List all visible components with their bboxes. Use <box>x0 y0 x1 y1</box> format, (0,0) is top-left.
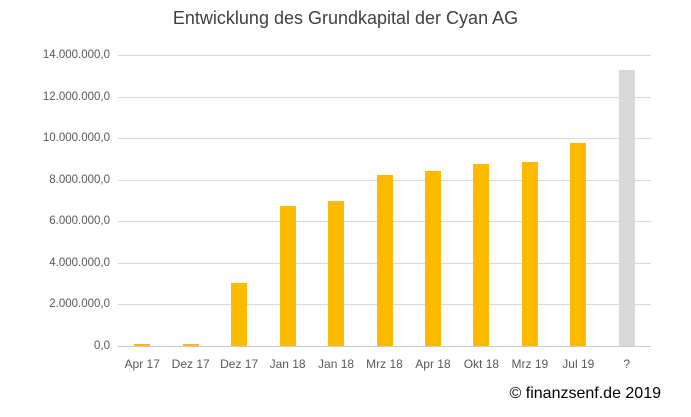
x-axis-tick-label: Okt 18 <box>463 357 500 371</box>
gridline <box>118 96 651 98</box>
x-axis-tick-label: Apr 17 <box>124 357 160 371</box>
copyright-text: © finanzsenf.de 2019 <box>509 385 661 402</box>
x-axis-tick-label: Mrz 19 <box>511 357 549 371</box>
y-axis-tick-label: 8.000.000,0 <box>49 173 110 186</box>
x-axis-tick-label: ? <box>623 357 631 371</box>
x-axis-tick-label: Dez 17 <box>220 357 259 371</box>
x-axis-tick-label: Dez 17 <box>171 357 210 371</box>
x-axis-line <box>118 346 651 347</box>
x-axis-tick-label: Jan 18 <box>269 357 306 371</box>
bar <box>424 171 441 346</box>
bar <box>328 200 345 346</box>
bar <box>182 343 199 346</box>
x-axis-tick-label: Mrz 18 <box>366 357 403 371</box>
bar <box>279 205 296 346</box>
bar <box>521 162 538 346</box>
bar <box>376 174 393 346</box>
y-axis-tick-label: 12.000.000,0 <box>42 90 110 103</box>
y-axis-tick-label: 4.000.000,0 <box>49 256 110 269</box>
y-axis-tick-label: 0,0 <box>94 340 110 352</box>
bar <box>570 143 587 346</box>
x-axis-tick-label: Jan 18 <box>318 357 355 371</box>
gridline <box>118 138 651 140</box>
y-axis-tick-label: 10.000.000,0 <box>42 132 110 145</box>
y-axis-tick-label: 2.000.000,0 <box>49 298 110 311</box>
gridline <box>118 55 651 56</box>
y-axis-tick-label: 6.000.000,0 <box>49 215 110 228</box>
x-axis-tick-label: Apr 18 <box>415 357 451 371</box>
y-axis-tick-label: 14.000.000,0 <box>42 49 110 61</box>
bar <box>231 282 248 346</box>
bar-projected <box>618 69 635 346</box>
plot-area <box>118 55 651 347</box>
bar <box>134 343 151 346</box>
x-axis-tick-label: Jul 19 <box>562 357 595 371</box>
chart-title: Entwicklung des Grundkapital der Cyan AG <box>172 8 519 28</box>
bar <box>473 164 490 346</box>
